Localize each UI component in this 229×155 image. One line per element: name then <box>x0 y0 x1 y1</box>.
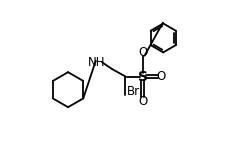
Text: O: O <box>138 46 147 59</box>
Text: O: O <box>156 70 166 83</box>
Text: NH: NH <box>88 56 106 69</box>
Text: O: O <box>138 95 147 108</box>
Text: Br: Br <box>127 85 140 98</box>
Text: S: S <box>138 70 148 84</box>
